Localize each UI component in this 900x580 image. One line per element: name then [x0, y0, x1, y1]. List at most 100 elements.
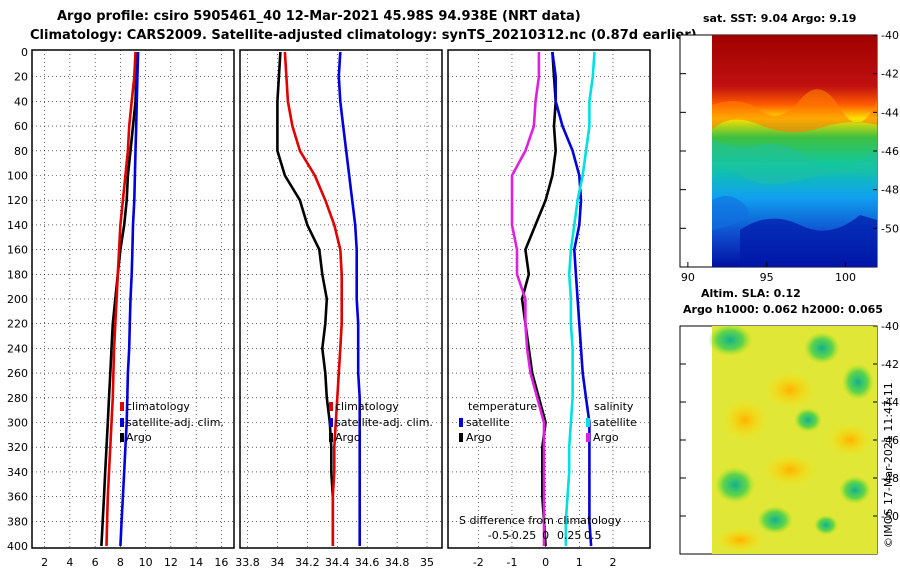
x-tick-label: -2 [473, 556, 484, 569]
sst-map-axes: -40 -42 -44 -46 -48 -50 90 95 100 [680, 29, 899, 284]
temperature-lines [100, 51, 140, 547]
series-line-argo [276, 51, 335, 546]
map-y-tick-label: -50 [881, 510, 899, 523]
x-tick-label: 10 [139, 556, 153, 569]
y-tick-label: 80 [14, 145, 28, 158]
legend-label-argo: Argo [126, 431, 152, 444]
map-y-tick-label: -44 [881, 106, 899, 119]
sst-map-title: sat. SST: 9.04 Argo: 9.19 [703, 12, 856, 25]
series-line-temperature-argo [520, 51, 558, 547]
secondary-tick-label: 0.25 [557, 529, 582, 542]
secondary-tick-label: -0.5 [488, 529, 509, 542]
y-tick-label: 140 [7, 219, 28, 232]
legend-label-climatology: climatology [335, 400, 399, 413]
y-tick-label: 300 [7, 417, 28, 430]
legend-label-satellite: satellite-adj. clim. [335, 416, 433, 429]
legend-label-climatology: climatology [126, 400, 190, 413]
legend-title-salinity: salinity [594, 400, 634, 413]
x-tick-label: 8 [117, 556, 124, 569]
x-tick-label: 12 [164, 556, 178, 569]
map-x-tick-label: 95 [760, 271, 774, 284]
secondary-tick-label: -0.25 [508, 529, 536, 542]
x-tick-label: 34 [270, 556, 284, 569]
watermark: ©IMOS 17-Mar-2021 11:47:11 [882, 382, 895, 548]
x-tick-label: 34.8 [385, 556, 410, 569]
y-tick-label: 340 [7, 466, 28, 479]
secondary-x-axis: -0.5-0.25 0 0.25 0.5 [488, 529, 602, 542]
y-tick-label: 160 [7, 244, 28, 257]
title-line-2: Climatology: CARS2009. Satellite-adjuste… [30, 28, 697, 43]
map-y-tick-label: -40 [881, 320, 899, 333]
legend-label-temp-argo: Argo [466, 431, 492, 444]
y-tick-label: 320 [7, 441, 28, 454]
sla-map-axes: -40 -42 -44 -46 -48 -50 [680, 320, 899, 523]
series-line-satellite-adj-clim- [337, 51, 362, 546]
y-tick-label: 200 [7, 293, 28, 306]
x-tick-label: 14 [189, 556, 203, 569]
legend-swatch-argo [329, 433, 333, 442]
map-y-tick-label: -44 [881, 396, 899, 409]
x-tick-label: -1 [506, 556, 517, 569]
series-line-salinity-satellite [564, 51, 596, 546]
sst-map-image [712, 35, 877, 267]
legend-label-sal-satellite: satellite [593, 416, 637, 429]
sla-map-image [708, 324, 877, 554]
y-tick-label: 0 [21, 46, 28, 59]
map-y-tick-label: -48 [881, 184, 899, 197]
sla-map-subtitle: Argo h1000: 0.062 h2000: 0.065 [683, 303, 883, 316]
y-tick-label: 380 [7, 515, 28, 528]
sla-map-panel: Altim. SLA: 0.12 Argo h1000: 0.062 h2000… [679, 287, 899, 555]
map-y-tick-label: -50 [881, 222, 899, 235]
legend-swatch-temp-satellite [459, 418, 463, 427]
secondary-tick-label: 0.5 [584, 529, 602, 542]
y-tick-label: 100 [7, 170, 28, 183]
legend-label-argo: Argo [335, 431, 361, 444]
temperature-panel: 0 20 40 60 80 100 120 140 160 180 200 220 240 260 280 3… [7, 46, 235, 569]
series-line-climatology [105, 51, 137, 547]
legend-swatch-sal-argo [586, 433, 590, 442]
legend-swatch-satellite [329, 418, 333, 427]
legend-title-temperature: temperature [468, 400, 537, 413]
series-line-climatology [283, 51, 344, 546]
salinity-panel: 33.8 34 34.2 34.4 34.6 34.8 35 climatology sat… [235, 49, 443, 569]
legend-swatch-climatology [329, 402, 333, 411]
map-y-tick-label: -42 [881, 68, 899, 81]
legend-swatch-climatology [120, 402, 124, 411]
difference-x-axis: -2 -1 0 1 2 [473, 556, 617, 569]
y-tick-label: 280 [7, 392, 28, 405]
x-tick-label: 4 [66, 556, 73, 569]
map-y-tick-label: -46 [881, 145, 899, 158]
y-tick-label: 260 [7, 367, 28, 380]
x-tick-label: 34.6 [355, 556, 380, 569]
title-line-1: Argo profile: csiro 5905461_40 12-Mar-20… [57, 9, 581, 24]
legend-label-satellite: satellite-adj. clim. [126, 416, 224, 429]
difference-panel: -2 -1 0 1 2 temperature satellite Argo salin… [447, 49, 651, 569]
y-tick-label: 400 [7, 540, 28, 553]
x-tick-label: 0 [542, 556, 549, 569]
legend-swatch-temp-argo [459, 433, 463, 442]
salinity-x-axis: 33.8 34 34.2 34.4 34.6 34.8 35 [235, 556, 434, 569]
temperature-x-axis: 2 4 6 8 10 12 14 16 [41, 556, 228, 569]
temperature-grid [32, 50, 234, 548]
y-tick-label: 60 [14, 120, 28, 133]
temperature-legend: climatology satellite-adj. clim. Argo [120, 400, 224, 444]
x-tick-label: 6 [92, 556, 99, 569]
y-tick-label: 180 [7, 268, 28, 281]
sst-map-panel: sat. SST: 9.04 Argo: 9.19 -40 -42 -44 -46 -4… [679, 12, 899, 284]
map-x-tick-label: 100 [835, 271, 856, 284]
map-y-tick-label: -48 [881, 472, 899, 485]
x-tick-label: 34.4 [325, 556, 350, 569]
y-tick-label: 220 [7, 318, 28, 331]
secondary-tick-label: 0 [542, 529, 549, 542]
x-tick-label: 35 [420, 556, 434, 569]
map-y-tick-label: -42 [881, 358, 899, 371]
difference-grid [448, 50, 650, 548]
secondary-axis-label: S difference from climatology [459, 514, 622, 527]
x-tick-label: 34.2 [295, 556, 320, 569]
sla-map-title: Altim. SLA: 0.12 [701, 287, 801, 300]
series-line-satellite-adj-clim- [119, 51, 140, 547]
map-y-tick-label: -40 [881, 29, 899, 42]
difference-legend: temperature satellite Argo salinity sate… [459, 400, 637, 444]
legend-label-sal-argo: Argo [593, 431, 619, 444]
difference-lines [510, 51, 596, 547]
